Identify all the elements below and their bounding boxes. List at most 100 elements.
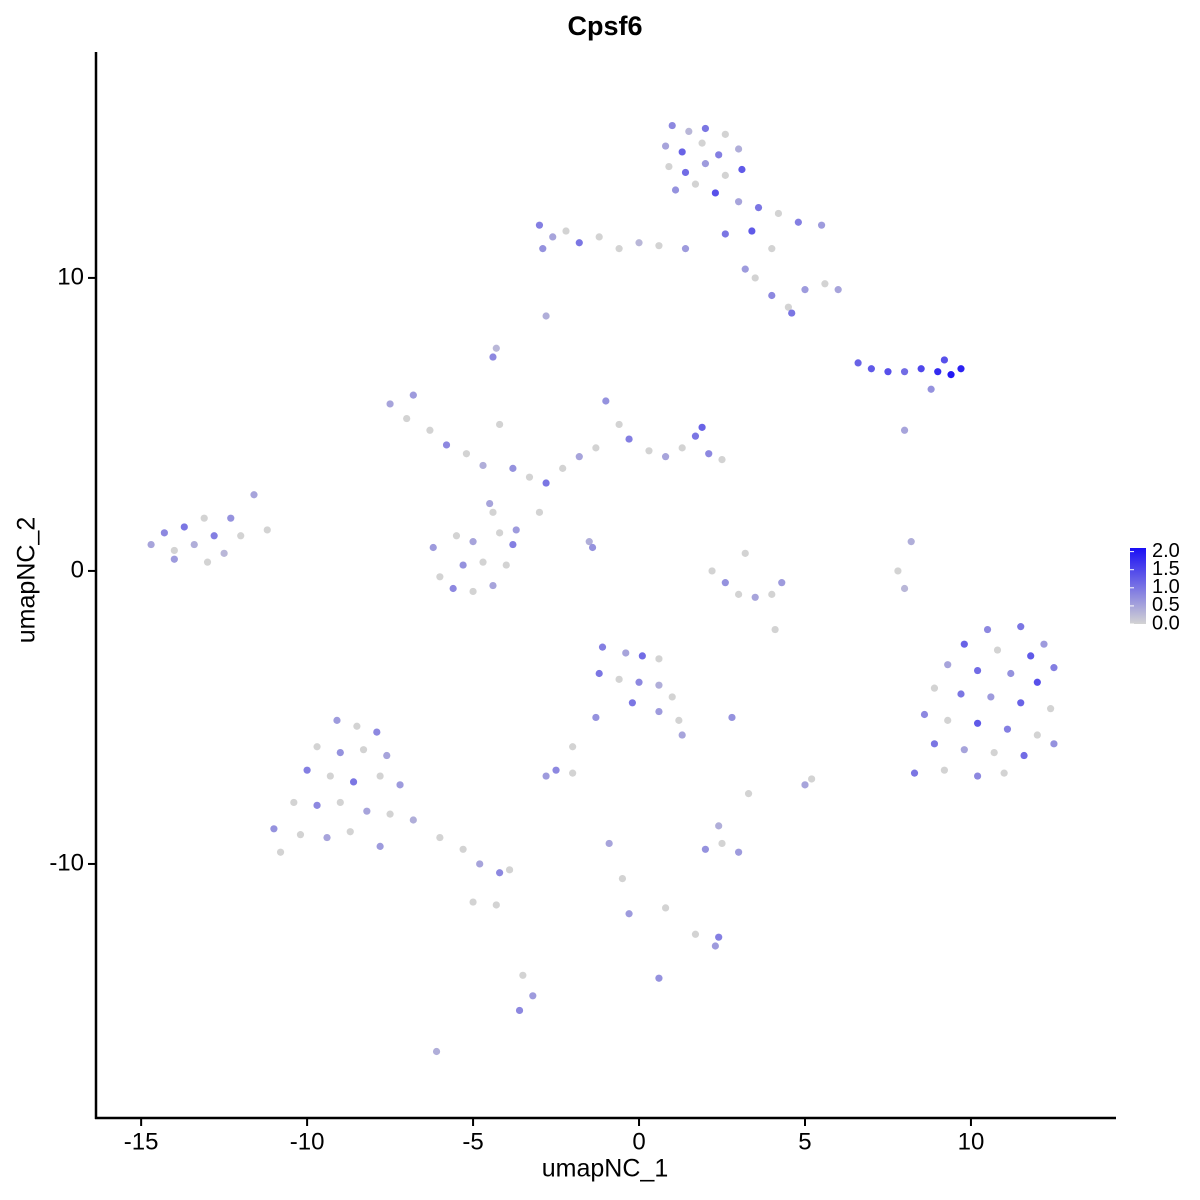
point (944, 716, 952, 724)
point (515, 1006, 524, 1015)
point (701, 845, 710, 853)
point (373, 728, 381, 736)
colorbar-label: 0.0 (1152, 612, 1180, 634)
point (147, 540, 155, 549)
point (675, 716, 683, 724)
x-tick-label: 10 (958, 1128, 985, 1155)
point (585, 538, 593, 546)
point (535, 221, 544, 229)
point (575, 453, 583, 461)
point (383, 751, 391, 760)
point (698, 139, 706, 147)
point (768, 245, 776, 253)
point (993, 646, 1002, 654)
point (237, 532, 245, 540)
point (681, 245, 690, 253)
point (595, 669, 603, 678)
point (509, 540, 517, 549)
point (1040, 640, 1048, 648)
point (313, 801, 321, 809)
x-axis-label: umapNC_1 (542, 1155, 668, 1183)
point (618, 875, 627, 883)
point (768, 590, 776, 598)
point (376, 772, 384, 780)
point (801, 781, 809, 789)
point (900, 426, 909, 434)
point (635, 239, 643, 247)
point (323, 833, 331, 842)
point (1003, 725, 1012, 733)
point (542, 479, 550, 487)
point (751, 593, 759, 601)
point (784, 303, 792, 311)
point (751, 274, 759, 282)
point (509, 464, 517, 472)
point (562, 227, 570, 235)
point (592, 713, 600, 722)
point (940, 356, 948, 364)
point (655, 681, 663, 689)
point (409, 391, 417, 399)
colorbar-label: 1.0 (1152, 576, 1180, 598)
point (721, 579, 729, 587)
point (452, 532, 461, 540)
point (489, 353, 497, 361)
point (990, 749, 998, 757)
point (691, 930, 700, 938)
point (735, 145, 743, 153)
point (525, 473, 534, 481)
point (678, 148, 686, 156)
point (598, 643, 607, 651)
point (738, 165, 746, 174)
point (788, 309, 796, 317)
point (326, 772, 334, 780)
point (718, 455, 726, 464)
point (661, 904, 670, 912)
point (721, 171, 729, 179)
point (592, 444, 600, 452)
point (346, 828, 354, 836)
point (386, 810, 394, 818)
point (575, 239, 583, 247)
point (479, 461, 487, 470)
points (147, 121, 1058, 1056)
point (180, 523, 188, 531)
colorbar-label: 0.5 (1152, 594, 1180, 616)
point (170, 555, 178, 563)
point (469, 898, 477, 906)
point (817, 221, 826, 229)
point (900, 584, 909, 593)
y-tick-label: -10 (49, 849, 84, 876)
point (1000, 769, 1008, 777)
point (539, 245, 547, 253)
point (1020, 751, 1028, 760)
point (1033, 731, 1041, 739)
colorbar-label: 2.0 (1152, 540, 1180, 562)
point (794, 218, 802, 226)
point (615, 675, 623, 683)
x-tick-label: -15 (124, 1128, 159, 1155)
point (1047, 705, 1055, 713)
point (711, 942, 719, 950)
point (549, 233, 557, 241)
point (744, 790, 753, 798)
point (605, 839, 613, 848)
point (721, 230, 729, 238)
point (715, 933, 723, 941)
point (884, 368, 892, 376)
point (715, 151, 723, 159)
point (741, 549, 749, 557)
point (771, 625, 779, 634)
point (774, 209, 783, 218)
point (542, 772, 550, 780)
point (910, 769, 919, 777)
point (867, 365, 875, 373)
point (512, 526, 520, 534)
point (376, 842, 384, 850)
point (1033, 678, 1041, 686)
point (449, 584, 457, 593)
point (718, 839, 726, 848)
point (349, 778, 358, 786)
point (1050, 664, 1058, 672)
point (778, 579, 786, 587)
